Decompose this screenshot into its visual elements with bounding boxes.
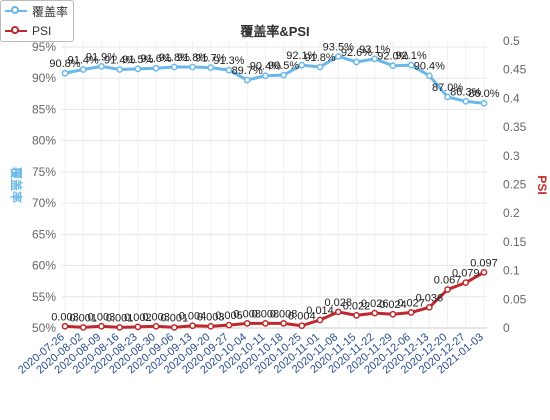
coverage-data-point: [427, 73, 432, 78]
coverage-data-point: [117, 67, 122, 72]
psi-data-point: [372, 310, 377, 315]
coverage-data-point: [390, 63, 395, 68]
psi-data-point: [427, 305, 432, 310]
psi-data-point: [190, 323, 195, 328]
psi-data-point: [208, 324, 213, 329]
legend: 覆盖率 PSI: [0, 0, 74, 42]
psi-line-marker-icon: [5, 25, 27, 37]
psi-data-point: [281, 321, 286, 326]
series-lines: [62, 54, 486, 330]
right-axis-tick-label: 0.5: [503, 34, 520, 48]
psi-data-point: [245, 321, 250, 326]
psi-data-point: [354, 313, 359, 318]
coverage-line-marker-icon: [5, 5, 27, 17]
coverage-data-label: 91.8%: [304, 52, 335, 64]
psi-data-label: 0.079: [452, 268, 480, 280]
grid-lines: [62, 41, 487, 328]
right-axis-tick-label: 0.3: [503, 149, 520, 163]
left-axis-tick-label: 60%: [32, 259, 56, 273]
coverage-data-point: [281, 73, 286, 78]
coverage-data-label: 86.0%: [468, 88, 499, 100]
coverage-data-point: [354, 59, 359, 64]
psi-data-point: [445, 287, 450, 292]
coverage-data-point: [62, 71, 67, 76]
coverage-data-point: [135, 66, 140, 71]
legend-item-coverage[interactable]: 覆盖率: [1, 1, 73, 21]
psi-data-point: [81, 325, 86, 330]
coverage-data-point: [172, 64, 177, 69]
legend-item-psi[interactable]: PSI: [1, 21, 73, 41]
legend-label-coverage: 覆盖率: [32, 3, 68, 20]
psi-data-point: [117, 325, 122, 330]
right-axis-label: PSI: [535, 175, 549, 194]
coverage-data-point: [190, 64, 195, 69]
left-axis-tick-label: 55%: [32, 290, 56, 304]
psi-data-point: [226, 323, 231, 328]
coverage-data-point: [81, 67, 86, 72]
psi-data-point: [317, 317, 322, 322]
left-axis-tick-label: 65%: [32, 227, 56, 241]
left-axis-label: 覆盖率: [9, 166, 24, 203]
coverage-data-point: [245, 77, 250, 82]
left-axis-tick-label: 95%: [32, 40, 56, 54]
left-axis-tick-label: 80%: [32, 134, 56, 148]
psi-data-point: [153, 324, 158, 329]
right-axis-tick-label: 0.05: [503, 292, 527, 306]
right-axis-tick-label: 0.25: [503, 178, 527, 192]
right-axis-tick-label: 0.2: [503, 206, 520, 220]
right-axis-tick-label: 0.45: [503, 63, 527, 77]
coverage-data-point: [153, 66, 158, 71]
coverage-data-point: [263, 73, 268, 78]
coverage-data-label: 90.4%: [414, 61, 445, 73]
left-axis-tick-label: 75%: [32, 165, 56, 179]
psi-data-label: 0.036: [416, 292, 444, 304]
legend-label-psi: PSI: [32, 24, 51, 38]
right-axis-tick-label: 0.35: [503, 120, 527, 134]
left-axis-tick-label: 85%: [32, 102, 56, 116]
data-labels: 90.8%91.4%91.9%91.4%91.5%91.6%91.8%91.8%…: [49, 41, 499, 324]
psi-data-point: [135, 324, 140, 329]
psi-data-label: 0.097: [470, 257, 498, 269]
coverage-data-point: [317, 64, 322, 69]
psi-data-point: [172, 325, 177, 330]
psi-data-point: [481, 270, 486, 275]
psi-data-point: [336, 309, 341, 314]
psi-data-point: [409, 310, 414, 315]
right-axis-tick-label: 0.15: [503, 235, 527, 249]
psi-data-point: [299, 323, 304, 328]
right-axis-tick-label: 0: [503, 321, 510, 335]
psi-data-point: [99, 324, 104, 329]
psi-data-point: [62, 324, 67, 329]
psi-data-point: [390, 312, 395, 317]
right-axis-tick-label: 0.1: [503, 264, 520, 278]
right-axis-tick-label: 0.4: [503, 91, 520, 105]
chart-title: 覆盖率&PSI: [240, 24, 309, 39]
left-axis-tick-label: 70%: [32, 196, 56, 210]
psi-data-point: [463, 280, 468, 285]
left-axis-tick-label: 90%: [32, 71, 56, 85]
coverage-data-point: [481, 101, 486, 106]
psi-data-point: [263, 321, 268, 326]
